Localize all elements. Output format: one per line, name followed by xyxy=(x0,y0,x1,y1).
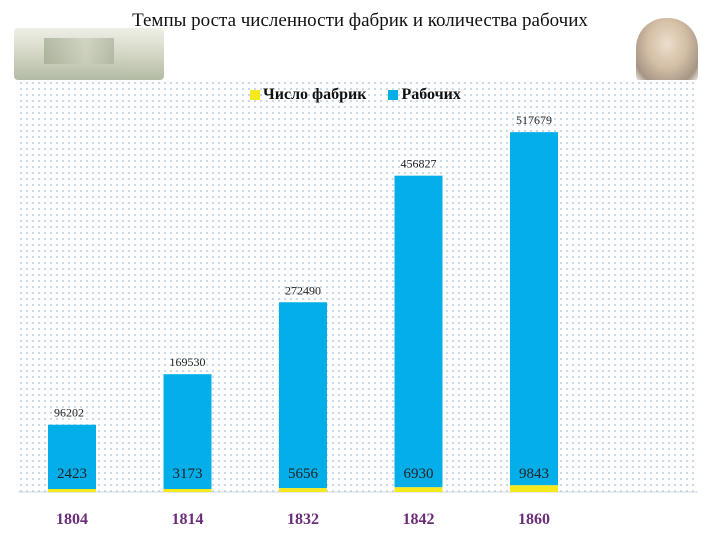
bar-workers-1842 xyxy=(394,175,443,488)
bar-factories-1842 xyxy=(394,487,443,492)
bar-workers-1814 xyxy=(163,374,212,489)
plot-area xyxy=(18,80,698,492)
label-workers-1804: 96202 xyxy=(54,406,84,420)
bar-workers-1804 xyxy=(48,424,96,489)
label-workers-1842: 456827 xyxy=(401,157,437,171)
label-workers-1832: 272490 xyxy=(285,283,321,297)
legend-swatch-workers xyxy=(388,90,399,100)
x-tick-label-1842: 1842 xyxy=(403,511,435,528)
bar-workers-1860 xyxy=(510,132,558,486)
legend-swatch-factories xyxy=(250,90,260,100)
factory-illustration xyxy=(14,28,164,80)
legend-label-workers: Рабочих xyxy=(401,86,461,103)
bar-factories-1804 xyxy=(48,489,96,492)
bar-workers-1832 xyxy=(279,302,327,489)
x-tick-label-1860: 1860 xyxy=(518,511,550,528)
legend-item-factories: Число фабрик xyxy=(250,86,366,104)
bar-factories-1860 xyxy=(510,485,558,492)
label-factories-1804: 2423 xyxy=(57,466,87,482)
label-factories-1832: 5656 xyxy=(288,466,319,482)
legend-label-factories: Число фабрик xyxy=(263,86,367,103)
label-workers-1814: 169530 xyxy=(170,355,206,369)
x-tick-label-1814: 1814 xyxy=(172,511,204,528)
bar-factories-1814 xyxy=(163,489,212,492)
label-factories-1814: 3173 xyxy=(173,466,203,482)
slide-title: Темпы роста численности фабрик и количес… xyxy=(132,10,588,31)
label-factories-1860: 9843 xyxy=(519,466,549,482)
bar-factories-1832 xyxy=(279,488,327,492)
chart-legend: Число фабрик Рабочих xyxy=(250,85,483,105)
portrait-illustration xyxy=(636,18,698,82)
label-workers-1860: 517679 xyxy=(516,113,552,127)
legend-item-workers: Рабочих xyxy=(388,86,461,104)
label-factories-1842: 6930 xyxy=(404,466,434,482)
x-tick-label-1832: 1832 xyxy=(287,511,319,528)
x-tick-label-1804: 1804 xyxy=(56,511,88,528)
